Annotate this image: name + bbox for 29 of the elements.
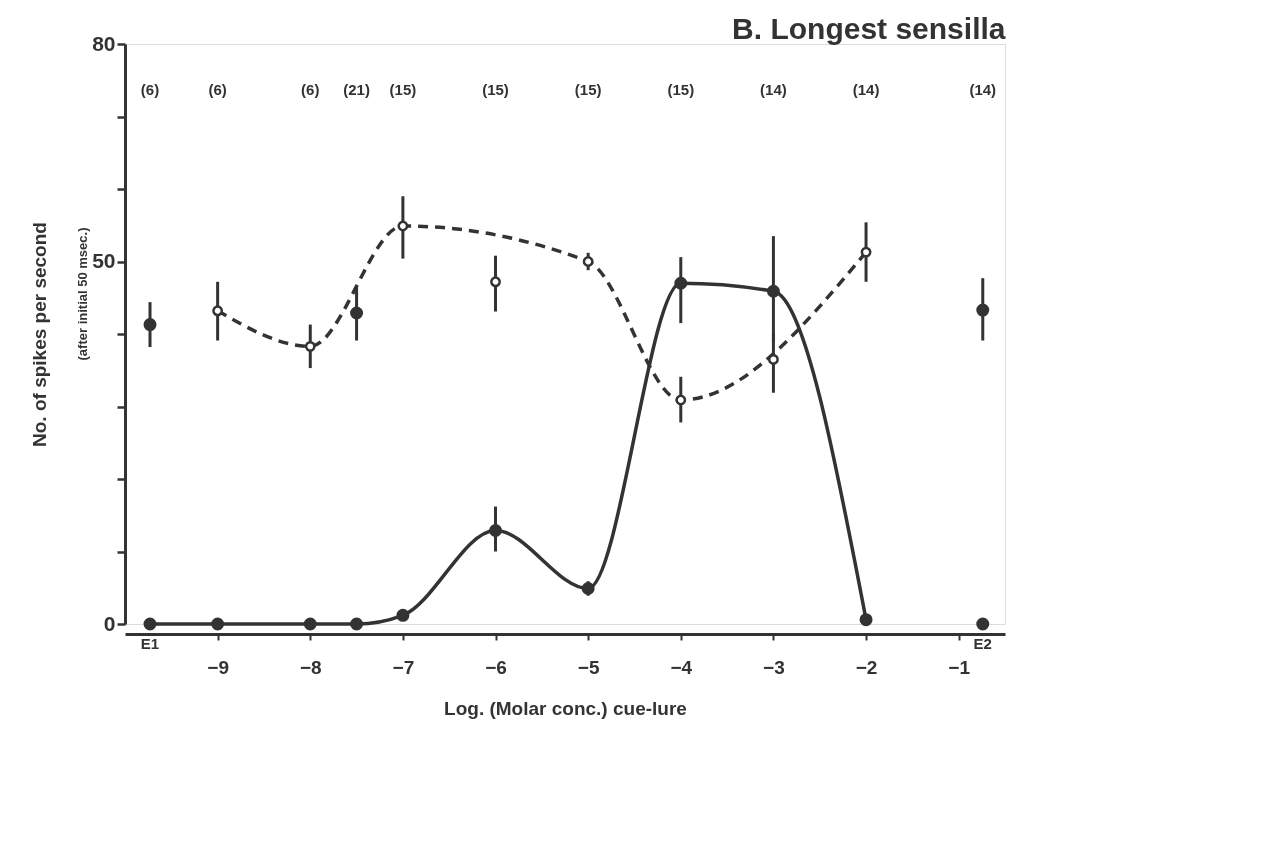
x-tick-label: −3: [763, 656, 785, 678]
x-tick-label: −8: [299, 656, 322, 678]
annotation: E1: [140, 635, 160, 652]
annotation: (6): [140, 81, 160, 99]
chart-title: B. Longest sensilla: [732, 12, 1006, 45]
y-tick-label: 80: [92, 31, 116, 55]
annotation: (6): [208, 81, 227, 99]
x-tick-label: −1: [948, 656, 971, 678]
y-axis-title: No. of spikes per second: [29, 222, 51, 447]
annotation: (15): [389, 81, 417, 99]
y-tick-label: 0: [103, 611, 116, 635]
x-tick-label: −7: [392, 656, 415, 678]
annotation: (15): [667, 81, 695, 99]
x-tick-label: −9: [207, 656, 229, 678]
annotation: (6): [301, 81, 320, 99]
annotation: (14): [760, 81, 787, 99]
annotation: (15): [482, 81, 509, 99]
x-tick-label: −2: [855, 656, 878, 678]
y-tick-label: 50: [92, 249, 116, 272]
annotation: E2: [973, 635, 992, 652]
annotation: (21): [343, 81, 370, 99]
x-tick-label: −6: [485, 656, 507, 678]
annotation: (14): [852, 81, 880, 99]
annotation: (15): [574, 81, 602, 99]
x-axis-title: Log. (Molar conc.) cue-lure: [444, 697, 687, 719]
x-tick-label: −5: [577, 656, 600, 678]
x-tick-label: −4: [670, 656, 693, 678]
annotation: (14): [969, 81, 997, 99]
text: (after initial 50 msec.): [75, 227, 90, 361]
